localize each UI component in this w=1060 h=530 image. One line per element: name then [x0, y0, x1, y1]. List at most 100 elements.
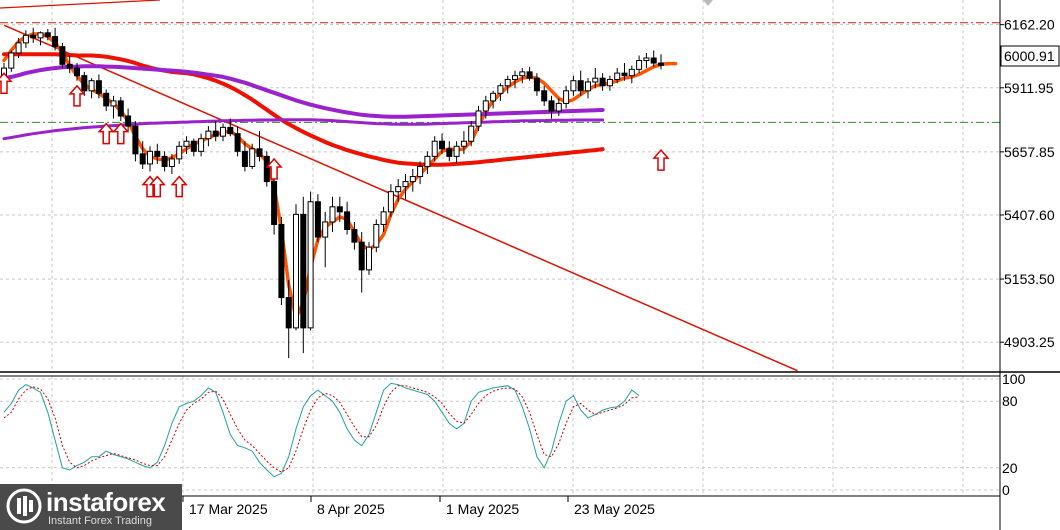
candle-body — [22, 34, 29, 44]
candle-body — [74, 67, 80, 77]
candle — [117, 97, 124, 122]
candle — [431, 136, 438, 162]
candle-body — [417, 165, 424, 178]
upper-trendline-line — [0, 0, 161, 9]
candle-body — [453, 145, 460, 157]
candle — [271, 176, 278, 235]
candle — [373, 219, 380, 253]
candle — [366, 242, 372, 275]
candle — [490, 90, 497, 109]
up-arrow-icon — [112, 122, 130, 145]
logo-icon — [6, 488, 42, 524]
candle — [548, 95, 555, 119]
candle — [446, 141, 453, 162]
candle-body — [205, 130, 212, 140]
candle-body — [643, 57, 650, 62]
candle-body — [614, 72, 621, 80]
candle — [81, 71, 88, 96]
candle-body — [439, 140, 445, 150]
candle — [44, 29, 51, 41]
candle-body — [358, 241, 365, 271]
candle-body — [533, 77, 540, 92]
candle — [300, 196, 307, 354]
candle-body — [351, 229, 358, 243]
candle — [344, 201, 351, 235]
candle — [110, 95, 117, 119]
candle — [190, 138, 197, 157]
candle-body — [526, 71, 533, 79]
price-tick-label: 5407.60 — [1004, 207, 1055, 223]
candle — [533, 73, 540, 96]
candle-body — [37, 32, 44, 39]
candle-body — [395, 186, 402, 193]
candle-body — [234, 133, 241, 152]
oscillator-line-0 — [3, 382, 640, 478]
candle — [220, 123, 226, 142]
candle-body — [263, 155, 270, 183]
candle-body — [220, 126, 226, 137]
candle-body — [490, 92, 497, 102]
candle — [541, 85, 548, 106]
candle — [555, 98, 562, 117]
candle-body — [161, 155, 168, 167]
candle — [329, 196, 336, 233]
oscillator-tick-label: 0 — [1002, 482, 1010, 498]
price-tick-label: 4903.25 — [1004, 334, 1055, 350]
candle-body — [8, 52, 15, 69]
candle — [658, 54, 664, 70]
candle-body — [636, 60, 643, 70]
candle — [132, 121, 139, 162]
candle — [380, 206, 387, 233]
candle-body — [446, 148, 453, 157]
up-arrow-icon — [148, 175, 166, 198]
candle-body — [548, 100, 555, 112]
candle-body — [15, 42, 22, 54]
candle — [606, 75, 613, 91]
up-arrow-icon — [652, 149, 670, 171]
candle-body — [30, 34, 37, 39]
candle-body — [628, 68, 635, 77]
candle-body — [409, 176, 416, 183]
candle — [468, 121, 475, 147]
candle — [424, 151, 431, 175]
oscillator-tick-label: 100 — [1002, 371, 1026, 387]
candle — [15, 37, 22, 59]
candle-body — [336, 206, 343, 213]
up-arrow-icon — [0, 72, 13, 94]
candle — [256, 131, 263, 162]
candle-body — [212, 130, 219, 137]
candle — [205, 126, 212, 147]
ma-line-1 — [2, 52, 605, 167]
candle-body — [44, 32, 51, 38]
candle-body — [555, 102, 562, 112]
candle-body — [424, 155, 431, 167]
date-tick-label: 23 May 2025 — [574, 501, 655, 517]
candle — [395, 179, 402, 202]
candle-body — [198, 138, 205, 152]
candle — [504, 75, 511, 94]
candle — [570, 75, 577, 96]
candle — [74, 63, 80, 81]
candle — [241, 141, 248, 172]
candle — [475, 105, 482, 132]
candle-body — [475, 110, 482, 127]
candle-body — [658, 62, 664, 66]
candle-body — [592, 77, 599, 83]
candle — [482, 95, 489, 119]
candle — [643, 52, 650, 69]
candle — [88, 78, 95, 99]
candle-body — [307, 201, 314, 329]
candle-body — [322, 221, 329, 238]
candle — [526, 66, 533, 81]
oscillator-lines — [3, 382, 640, 478]
date-tick-label: 1 May 2025 — [446, 501, 519, 517]
oscillator-line-1 — [3, 385, 640, 473]
candle — [650, 50, 657, 67]
candle-body — [271, 181, 278, 225]
candle — [336, 196, 343, 222]
candle-body — [256, 148, 263, 157]
candle — [176, 141, 183, 164]
candle — [614, 68, 621, 84]
candle-body — [293, 213, 299, 329]
